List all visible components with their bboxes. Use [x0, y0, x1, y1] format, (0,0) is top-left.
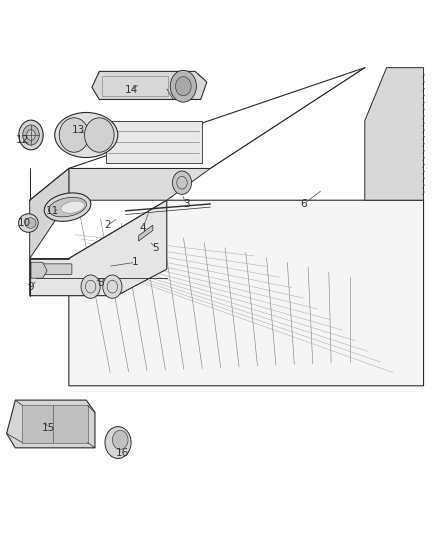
Text: 13: 13: [72, 125, 85, 135]
Text: 12: 12: [16, 135, 29, 146]
Ellipse shape: [18, 214, 38, 232]
Text: 10: 10: [18, 218, 31, 228]
Circle shape: [170, 70, 196, 102]
Polygon shape: [22, 406, 88, 442]
Circle shape: [176, 77, 191, 96]
FancyBboxPatch shape: [39, 264, 72, 274]
Ellipse shape: [55, 112, 118, 158]
Text: 16: 16: [116, 448, 129, 458]
Circle shape: [81, 275, 100, 298]
Polygon shape: [69, 168, 210, 200]
Text: 11: 11: [46, 206, 60, 216]
Polygon shape: [106, 120, 201, 163]
Polygon shape: [92, 71, 207, 100]
Text: 4: 4: [140, 223, 146, 233]
Text: 8: 8: [97, 278, 104, 288]
Ellipse shape: [44, 193, 91, 221]
Circle shape: [173, 171, 191, 195]
Ellipse shape: [25, 217, 36, 228]
Text: 5: 5: [152, 243, 159, 253]
Ellipse shape: [61, 201, 85, 213]
Text: 15: 15: [42, 423, 55, 433]
Polygon shape: [30, 200, 167, 296]
Text: 3: 3: [183, 199, 190, 209]
Circle shape: [19, 120, 43, 150]
Polygon shape: [30, 168, 69, 259]
Text: 9: 9: [28, 281, 34, 292]
Circle shape: [27, 130, 35, 140]
Circle shape: [23, 125, 39, 145]
Ellipse shape: [49, 197, 87, 217]
Text: 6: 6: [300, 199, 307, 209]
Text: 1: 1: [132, 257, 139, 267]
Ellipse shape: [59, 118, 89, 152]
Circle shape: [103, 275, 122, 298]
Text: 2: 2: [105, 220, 111, 230]
Polygon shape: [365, 68, 424, 200]
Circle shape: [105, 426, 131, 458]
Polygon shape: [69, 200, 424, 386]
Circle shape: [113, 430, 128, 449]
Polygon shape: [138, 225, 153, 241]
Ellipse shape: [85, 118, 114, 152]
Polygon shape: [7, 400, 95, 448]
Text: 14: 14: [124, 85, 138, 95]
Polygon shape: [31, 262, 47, 278]
